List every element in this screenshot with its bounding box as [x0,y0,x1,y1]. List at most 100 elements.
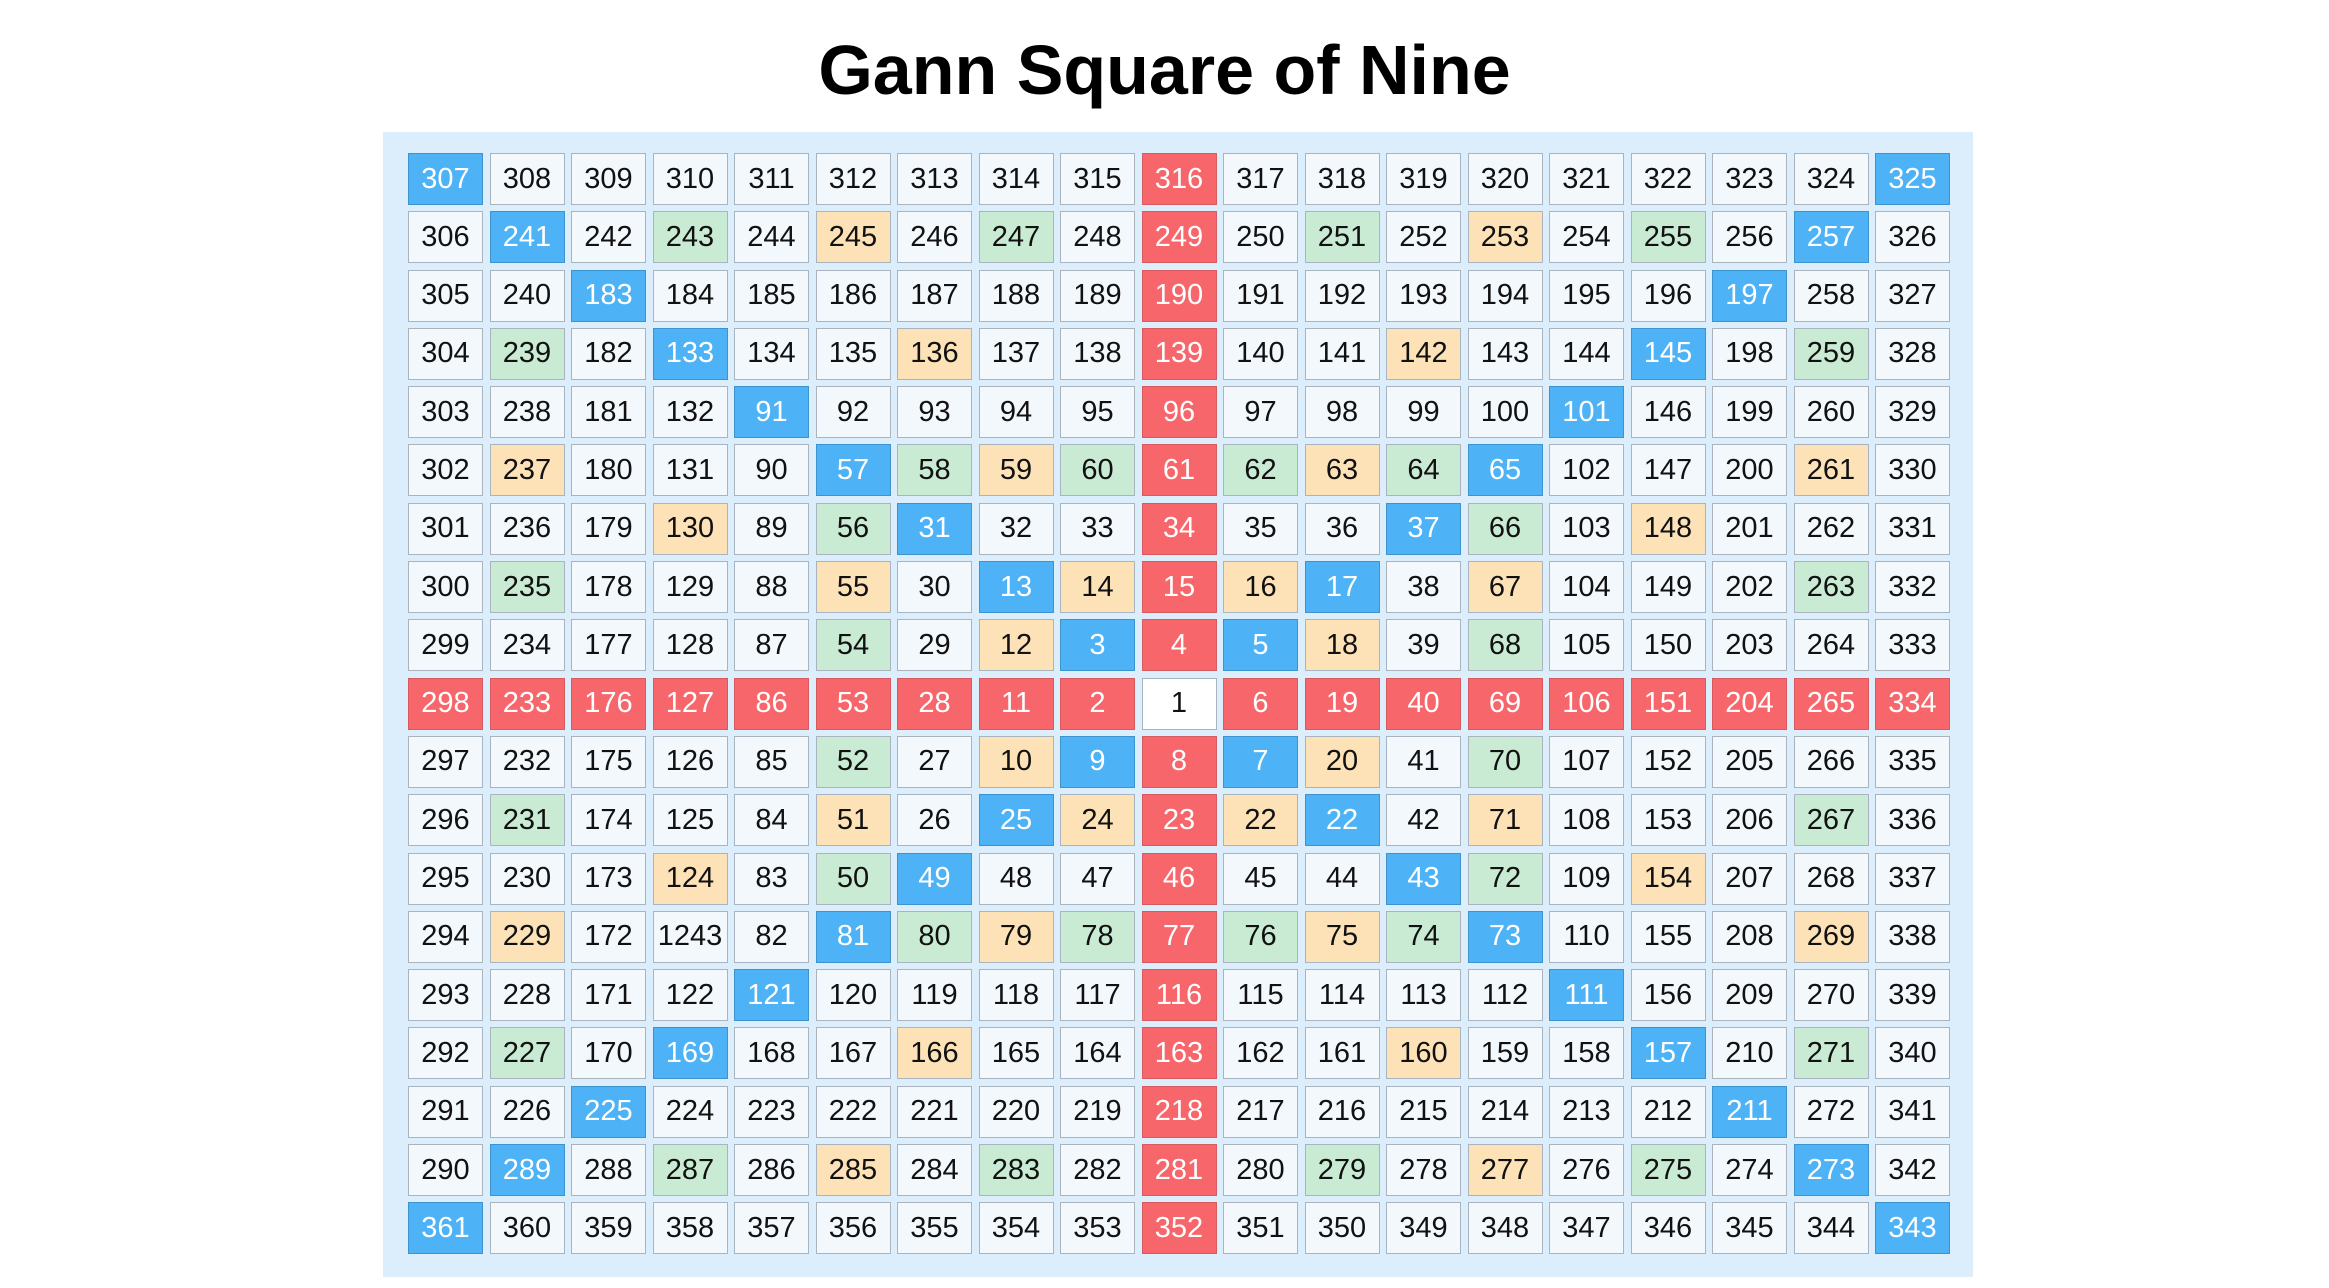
grid-cell: 205 [1712,735,1787,788]
grid-cell: 42 [1386,794,1461,847]
grid-cell: 147 [1630,444,1706,497]
grid-cell: 106 [1549,677,1624,730]
grid-cell: 310 [652,153,728,205]
grid-cell: 45 [1223,852,1298,905]
grid-cell: 235 [489,561,565,614]
grid-cell: 244 [734,211,809,264]
grid-cell: 178 [571,561,646,614]
grid-cell: 353 [1060,1202,1135,1255]
grid-cell: 304 [408,327,483,380]
grid-cell: 218 [1141,1085,1217,1138]
grid-cell: 51 [815,794,891,847]
grid-cell: 282 [1060,1144,1135,1197]
grid-cell: 17 [1304,561,1380,614]
grid-cell: 331 [1875,502,1950,555]
grid-cell: 198 [1712,327,1787,380]
grid-cell: 330 [1875,444,1950,497]
grid-cell: 232 [489,735,565,788]
grid-cell: 238 [489,386,565,439]
grid-cell: 286 [734,1144,809,1197]
grid-cell: 227 [489,1027,565,1080]
grid-cell: 325 [1875,153,1950,205]
grid-cell: 118 [978,969,1054,1022]
grid-cell: 92 [815,386,891,439]
grid-cell: 31 [897,502,972,555]
grid-cell: 224 [652,1085,728,1138]
grid-cell: 132 [652,386,728,439]
grid-cell: 243 [652,211,728,264]
grid-cell: 18 [1304,619,1380,672]
grid-cell: 81 [815,910,891,963]
grid-cell: 202 [1712,561,1787,614]
grid-cell: 76 [1223,910,1298,963]
grid-cell: 113 [1386,969,1461,1022]
grid-cell: 22 [1304,794,1380,847]
grid-cell: 24 [1060,794,1135,847]
page-title: Gann Square of Nine [818,31,1511,109]
grid-cell: 239 [489,327,565,380]
grid-cell: 129 [652,561,728,614]
grid-cell: 318 [1304,153,1380,205]
grid-cell: 361 [408,1202,483,1255]
grid-cell: 261 [1793,444,1869,497]
grid-cell: 222 [815,1085,891,1138]
grid-cell: 192 [1304,269,1380,322]
grid-cell: 184 [652,269,728,322]
grid-cell: 155 [1630,910,1706,963]
grid-cell: 141 [1304,327,1380,380]
grid-cell: 246 [897,211,972,264]
grid-cell: 82 [734,910,809,963]
grid-cell: 228 [489,969,565,1022]
grid-cell: 102 [1549,444,1624,497]
grid-cell: 122 [652,969,728,1022]
grid-cell: 268 [1793,852,1869,905]
grid-cell: 312 [815,153,891,205]
grid-cell: 167 [815,1027,891,1080]
grid-cell: 297 [408,735,483,788]
grid-cell: 157 [1630,1027,1706,1080]
grid-cell: 187 [897,269,972,322]
grid-cell: 307 [408,153,483,205]
grid-cell: 65 [1467,444,1543,497]
grid-cell: 23 [1141,794,1217,847]
grid-cell: 43 [1386,852,1461,905]
grid-cell: 223 [734,1085,809,1138]
grid-cell: 283 [978,1144,1054,1197]
grid-cell: 133 [652,327,728,380]
grid-cell: 299 [408,619,483,672]
grid-cell: 168 [734,1027,809,1080]
grid-cell: 302 [408,444,483,497]
grid-cell: 117 [1060,969,1135,1022]
grid-cell: 64 [1386,444,1461,497]
grid-cell: 252 [1386,211,1461,264]
grid-cell: 90 [734,444,809,497]
grid-cell: 144 [1549,327,1624,380]
grid-cell: 12 [978,619,1054,672]
grid-cell: 179 [571,502,646,555]
grid-cell: 135 [815,327,891,380]
grid-cell: 46 [1141,852,1217,905]
grid-cell: 6 [1223,677,1298,730]
grid-cell: 13 [978,561,1054,614]
grid-cell: 27 [897,735,972,788]
grid-cell: 225 [571,1085,646,1138]
grid-cell: 52 [815,735,891,788]
grid-cell: 15 [1141,561,1217,614]
grid-cell: 352 [1141,1202,1217,1255]
grid-cell: 214 [1467,1085,1543,1138]
grid-cell: 88 [734,561,809,614]
grid-cell: 226 [489,1085,565,1138]
grid-cell: 301 [408,502,483,555]
grid-cell: 80 [897,910,972,963]
grid-cell: 193 [1386,269,1461,322]
grid-cell: 269 [1793,910,1869,963]
grid-cell: 74 [1386,910,1461,963]
grid-cell: 292 [408,1027,483,1080]
grid-cell: 36 [1304,502,1380,555]
grid-cell: 63 [1304,444,1380,497]
grid-cell: 127 [652,677,728,730]
grid-cell: 87 [734,619,809,672]
grid-cell: 146 [1630,386,1706,439]
grid-cell: 220 [978,1085,1054,1138]
grid-cell: 305 [408,269,483,322]
